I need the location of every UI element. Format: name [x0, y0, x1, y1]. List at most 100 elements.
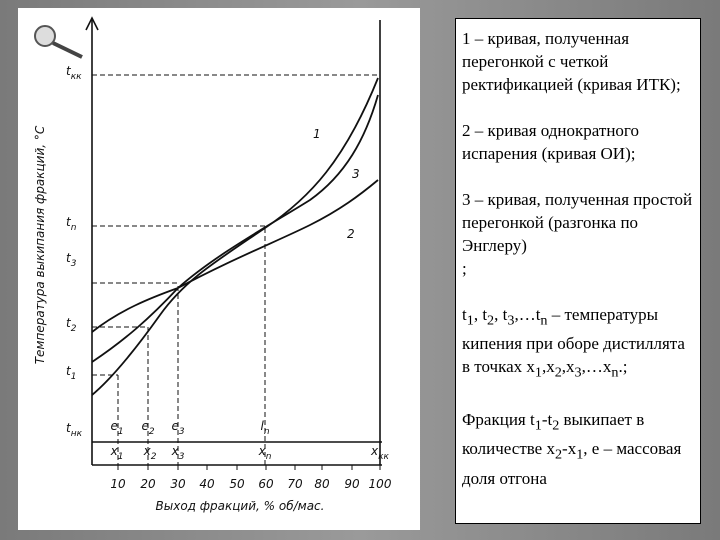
label: xn: [258, 444, 272, 462]
x-axis-label: Выход фракций, % об/мас.: [156, 499, 325, 513]
label: t2: [66, 316, 77, 334]
label: tn: [66, 215, 77, 233]
text-run: Фракция t: [462, 409, 535, 429]
label: e3: [171, 419, 184, 437]
x-tick-label: 60: [258, 477, 274, 491]
label: ln: [260, 419, 269, 437]
label-sub: n: [71, 223, 77, 233]
label-sub: 3: [179, 427, 185, 437]
text-run: , t: [473, 305, 488, 324]
text-run: 1 – кривая, полученная перегонкой с четк…: [462, 29, 681, 94]
label-base: t: [66, 316, 72, 330]
text-run: -t: [541, 409, 553, 429]
label-sub: нк: [71, 429, 83, 439]
label: x1: [110, 444, 124, 462]
label-base: t: [66, 215, 72, 229]
x-tick-label: 20: [140, 477, 156, 491]
subscript: 2: [554, 364, 562, 381]
subscript: 1: [534, 364, 542, 381]
label-base: x: [370, 444, 379, 458]
subscript: 2: [554, 446, 563, 463]
text-run: -x: [562, 439, 577, 459]
text-run: выкипает в количестве x: [462, 409, 645, 459]
label-base: t: [66, 421, 72, 435]
text-run: 3 – кривая, полученная простой перегонко…: [462, 190, 693, 255]
label-sub: 1: [71, 372, 77, 382]
label-base: x: [110, 444, 119, 458]
label-base: l: [260, 419, 264, 433]
paragraph: t1, t2, t3,…tn – температуры кипения при…: [462, 303, 694, 385]
label-sub: 3: [179, 452, 185, 462]
paragraph: ;: [462, 257, 694, 280]
subscript: n: [540, 312, 548, 329]
paragraph: 1 – кривая, полученная перегонкой с четк…: [462, 27, 694, 96]
label-sub: 2: [149, 427, 155, 437]
subscript: 2: [552, 417, 560, 434]
label-sub: кк: [378, 452, 389, 462]
subscript: 3: [507, 312, 515, 329]
label-base: t: [66, 251, 72, 265]
figure-bg: [18, 8, 420, 530]
figure: Выход фракций, % об/мас. Температура выки…: [18, 8, 420, 530]
subscript: 1: [466, 312, 474, 329]
label-sub: 3: [71, 259, 77, 269]
x-tick-label: 90: [344, 477, 360, 491]
text-run: .;: [618, 357, 628, 377]
labels: Выход фракций, % об/мас. Температура выки…: [33, 64, 392, 513]
text-run: t: [462, 305, 467, 324]
text-run: , t: [494, 305, 508, 324]
paragraph: 2 – кривая однократного испарения (крива…: [462, 119, 694, 165]
label-base: t: [66, 64, 72, 78]
text-run: – температуры кипения при оборе дистилля…: [462, 305, 685, 377]
label: t3: [66, 251, 77, 269]
curve-label: 2: [347, 227, 355, 241]
label-base: x: [171, 444, 180, 458]
label-sub: n: [264, 427, 270, 437]
label-sub: 2: [71, 324, 77, 334]
subscript: 1: [576, 446, 584, 463]
curve-label: 3: [352, 167, 360, 181]
label-base: e: [141, 419, 148, 433]
text-run: , e – массовая доля отгона: [462, 439, 682, 488]
text-run: 2 – кривая однократного испарения (крива…: [462, 121, 639, 163]
label-sub: n: [266, 452, 272, 462]
y-arrow: [85, 16, 99, 31]
x-tick-label: 30: [170, 477, 186, 491]
label-base: x: [258, 444, 267, 458]
label: x3: [171, 444, 185, 462]
label: t1: [66, 364, 76, 382]
text-run: ,…t: [514, 305, 541, 324]
subscript: 1: [534, 417, 542, 434]
label-sub: 1: [118, 427, 124, 437]
label-sub: 1: [118, 452, 124, 462]
label: e1: [110, 419, 123, 437]
curve-1: [91, 77, 379, 396]
curve-label: 1: [313, 127, 321, 141]
label: tкк: [66, 64, 82, 82]
x-tick-label: 10: [110, 477, 126, 491]
subscript: 2: [487, 312, 495, 329]
text-box: 1 – кривая, полученная перегонкой с четк…: [455, 18, 701, 524]
label-sub: 2: [151, 452, 157, 462]
paragraph: 3 – кривая, полученная простой перегонко…: [462, 188, 694, 257]
label: tнк: [66, 421, 83, 439]
paragraph: Фракция t1-t2 выкипает в количестве x2-x…: [462, 408, 694, 490]
subscript: n: [611, 364, 619, 381]
label: xкк: [370, 444, 390, 462]
curve-3: [91, 94, 379, 363]
x-tick-label: 100: [369, 477, 392, 491]
x-tick-label: 80: [314, 477, 330, 491]
x-tick-label: 70: [287, 477, 303, 491]
curve-2: [91, 179, 379, 333]
label-base: e: [171, 419, 178, 433]
magnifier-icon: [34, 25, 83, 59]
text-run: ,…x: [581, 357, 612, 377]
x-tick-label: 40: [199, 477, 215, 491]
subscript: 3: [574, 364, 582, 381]
text-run: ,x: [561, 357, 575, 377]
label-base: x: [143, 444, 152, 458]
label: e2: [141, 419, 154, 437]
label-base: e: [110, 419, 117, 433]
y-axis-label: Температура выкипания фракций, °C: [33, 125, 47, 364]
